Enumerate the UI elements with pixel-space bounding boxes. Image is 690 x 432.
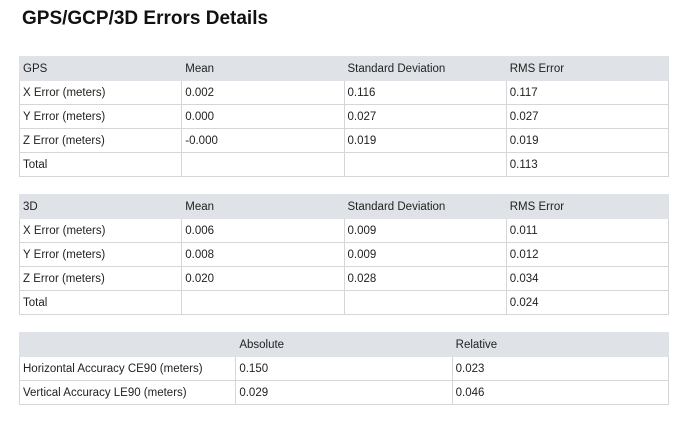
cell: 0.027 xyxy=(505,104,670,129)
gps-table: GPS Mean Standard Deviation RMS Error X Erro… xyxy=(18,56,670,177)
cell: Y Error (meters) xyxy=(18,242,183,267)
cell: 0.002 xyxy=(181,80,345,105)
data-row: X Error (meters) 0.002 0.116 0.117 xyxy=(18,80,670,105)
header-row: 3D Mean Standard Deviation RMS Error xyxy=(18,194,670,219)
cell: Z Error (meters) xyxy=(18,128,183,153)
cell: 0.009 xyxy=(343,242,507,267)
accuracy-table: Absolute Relative Horizontal Accuracy CE90… xyxy=(18,332,670,405)
header-row: GPS Mean Standard Deviation RMS Error xyxy=(18,56,670,81)
header-cell: Mean xyxy=(181,56,345,81)
header-cell: Standard Deviation xyxy=(343,194,507,219)
cell: 0.034 xyxy=(505,266,670,291)
header-cell xyxy=(18,332,237,357)
header-cell: Mean xyxy=(181,194,345,219)
total-row: Total 0.113 xyxy=(18,152,670,177)
cell: 0.020 xyxy=(181,266,345,291)
header-cell: GPS xyxy=(18,56,183,81)
cell: X Error (meters) xyxy=(18,218,183,243)
header-cell: Relative xyxy=(451,332,670,357)
header-cell: RMS Error xyxy=(505,194,670,219)
data-row: Vertical Accuracy LE90 (meters) 0.029 0.04… xyxy=(18,380,670,405)
cell: Vertical Accuracy LE90 (meters) xyxy=(18,380,237,405)
cell: 0.028 xyxy=(343,266,507,291)
3d-table: 3D Mean Standard Deviation RMS Error X Error… xyxy=(18,194,670,315)
total-row: Total 0.024 xyxy=(18,290,670,315)
data-row: Y Error (meters) 0.008 0.009 0.012 xyxy=(18,242,670,267)
cell: 0.023 xyxy=(451,356,670,381)
cell xyxy=(181,152,345,177)
data-row: Horizontal Accuracy CE90 (meters) 0.150 0.… xyxy=(18,356,670,381)
data-row: Z Error (meters) 0.020 0.028 0.034 xyxy=(18,266,670,291)
cell: 0.117 xyxy=(505,80,670,105)
data-row: X Error (meters) 0.006 0.009 0.011 xyxy=(18,218,670,243)
cell: Total xyxy=(18,152,183,177)
header-row: Absolute Relative xyxy=(18,332,670,357)
cell: Y Error (meters) xyxy=(18,104,183,129)
cell: 0.019 xyxy=(343,128,507,153)
cell: 0.046 xyxy=(451,380,670,405)
cell: 0.029 xyxy=(235,380,453,405)
cell: Horizontal Accuracy CE90 (meters) xyxy=(18,356,237,381)
cell: -0.000 xyxy=(181,128,345,153)
header-cell: RMS Error xyxy=(505,56,670,81)
cell: 0.116 xyxy=(343,80,507,105)
cell: 0.012 xyxy=(505,242,670,267)
header-cell: 3D xyxy=(18,194,183,219)
cell: 0.019 xyxy=(505,128,670,153)
cell: 0.000 xyxy=(181,104,345,129)
header-cell: Absolute xyxy=(235,332,453,357)
cell: 0.008 xyxy=(181,242,345,267)
cell: 0.009 xyxy=(343,218,507,243)
page-title: GPS/GCP/3D Errors Details xyxy=(22,8,269,29)
cell: 0.113 xyxy=(505,152,670,177)
cell: 0.006 xyxy=(181,218,345,243)
header-cell: Standard Deviation xyxy=(343,56,507,81)
cell xyxy=(343,290,507,315)
cell: 0.027 xyxy=(343,104,507,129)
cell: 0.011 xyxy=(505,218,670,243)
cell: Z Error (meters) xyxy=(18,266,183,291)
cell xyxy=(181,290,345,315)
cell: Total xyxy=(18,290,183,315)
data-row: Z Error (meters) -0.000 0.019 0.019 xyxy=(18,128,670,153)
cell: 0.024 xyxy=(505,290,670,315)
cell xyxy=(343,152,507,177)
cell: X Error (meters) xyxy=(18,80,183,105)
data-row: Y Error (meters) 0.000 0.027 0.027 xyxy=(18,104,670,129)
cell: 0.150 xyxy=(235,356,453,381)
